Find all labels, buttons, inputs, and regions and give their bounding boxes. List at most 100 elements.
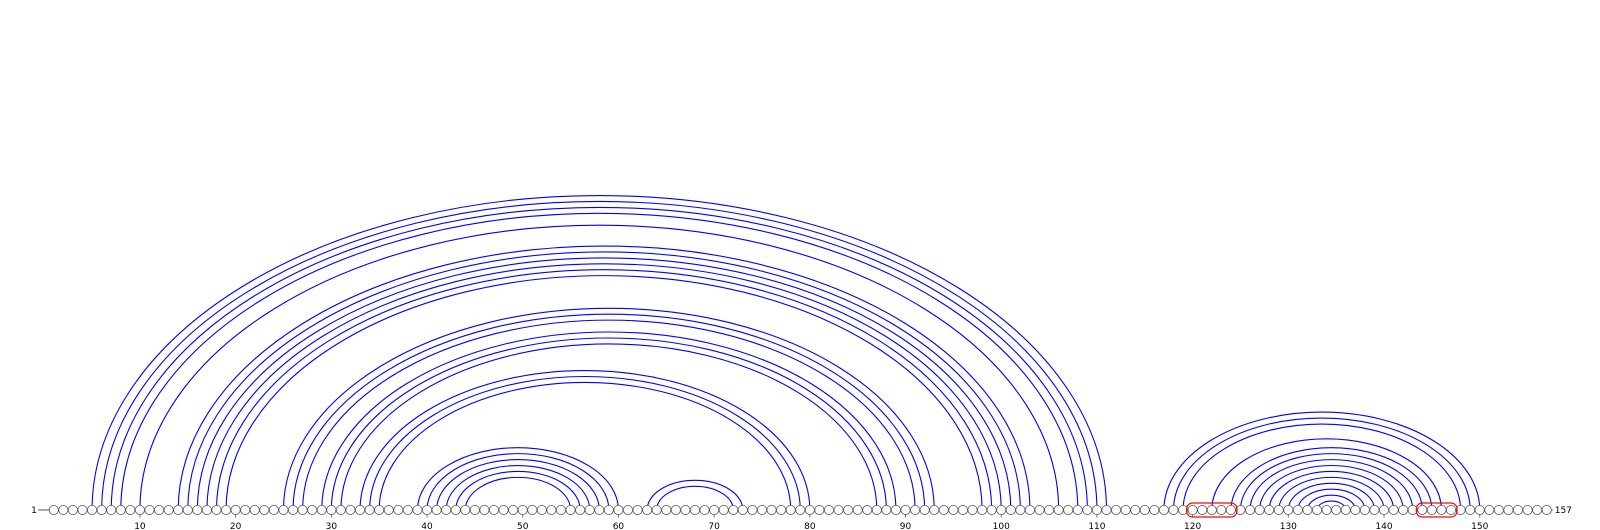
nucleotide-node [1331,504,1342,515]
nucleotide-node [125,504,136,515]
tick-label: 20 [230,522,242,530]
nucleotide-node [192,504,203,515]
nucleotide-node [584,504,595,515]
nucleotide-node [1513,504,1524,515]
tick-label: 60 [613,522,625,530]
nucleotide-node [948,504,959,515]
nucleotide-node [1484,504,1495,515]
nucleotide-node [900,504,911,515]
nucleotide-node [1302,504,1313,515]
nucleotide-node [1340,504,1351,515]
base-pair-arc [215,269,993,511]
base-pair-arc [416,447,619,511]
base-pair-arc [1259,464,1404,511]
base-pair-arc [292,313,926,511]
nucleotide-node [1474,504,1485,515]
nucleotide-node [795,504,806,515]
highlight-layer [1186,502,1458,518]
nucleotide-node [556,504,567,515]
nucleotide-node [249,504,260,515]
nucleotide-node [1426,504,1437,515]
nucleotide-node [508,504,519,515]
nucleotide-node [1541,504,1552,515]
base-pair-arc [646,479,744,511]
nucleotide-node [823,504,834,515]
base-pair-arc [1278,476,1385,511]
tick-label: 40 [421,522,433,530]
nucleotide-node [240,504,251,515]
nucleotide-node [307,504,318,515]
base-pair-arc [340,343,878,511]
nucleotide-node [115,504,126,515]
nucleotide-node [364,504,375,515]
nucleotide-node [996,504,1007,515]
nucleotide-node [957,504,968,515]
nucleotide-node [479,504,490,515]
nucleotide-node [1005,504,1016,515]
nucleotide-node [402,504,413,515]
tick-label: 30 [326,522,338,530]
base-pair-arc [139,224,1060,511]
base-pair-arc [330,337,887,511]
nucleotide-node [173,504,184,515]
nucleotide-node [67,504,78,515]
nucleotide-node [297,504,308,515]
base-pair-arc [1297,488,1366,511]
nucleotide-node [58,504,69,515]
base-pair-arc [120,212,1079,511]
nucleotide-node [881,504,892,515]
nucleotide-node [890,504,901,515]
nucleotide-node [1503,504,1514,515]
nucleotide-node [1264,504,1275,515]
highlight-box [1186,502,1238,518]
nucleotide-node [1168,504,1179,515]
base-pair-arc [378,381,792,511]
nucleotide-node [450,504,461,515]
base-pair-arc [1172,417,1471,511]
nucleotide-node [1321,504,1332,515]
nucleotide-node [1273,504,1284,515]
tick-label: 110 [1088,522,1105,530]
base-pair-arc [1239,453,1423,511]
nucleotide-node [919,504,930,515]
nucleotide-node [804,504,815,515]
ticks-layer: 10 20 30 40 50 60 70 80 90 100 110 120 130 140 150 [134,514,1489,530]
nucleotide-node [259,504,270,515]
nucleotide-node [1254,504,1265,515]
nucleotide-node [1149,504,1160,515]
nucleotide-node [163,504,174,515]
nucleotide-node [929,504,940,515]
nucleotide-node [709,504,720,515]
nucleotide-node [680,504,691,515]
nucleotide-node [833,504,844,515]
nucleotide-node [536,504,547,515]
base-pair-arc [359,370,811,511]
nucleotide-node [1034,504,1045,515]
nucleotide-node [661,504,672,515]
nucleotide-node [613,504,624,515]
base-pair-arc [1211,438,1442,511]
base-pair-arc [464,476,572,511]
base-pair-arc [206,263,1002,511]
nucleotide-node [345,504,356,515]
base-pair-arc [1163,411,1481,511]
tick-label: 90 [900,522,912,530]
nucleotide-node [1532,504,1543,515]
nodes-layer [48,504,1552,515]
nucleotide-node [1111,504,1122,515]
nucleotide-node [469,504,480,515]
nucleotide-node [355,504,366,515]
base-pair-arc [177,245,1031,511]
nucleotide-node [1024,504,1035,515]
base-pair-arc [225,275,983,511]
nucleotide-node [986,504,997,515]
nucleotide-node [182,504,193,515]
nucleotide-node [871,504,882,515]
base-pair-arc [302,319,916,511]
nucleotide-node [422,504,433,515]
nucleotide-node [1493,504,1504,515]
nucleotide-node [1063,504,1074,515]
base-pair-arc [91,195,1108,511]
nucleotide-node [393,504,404,515]
nucleotide-node [1388,504,1399,515]
